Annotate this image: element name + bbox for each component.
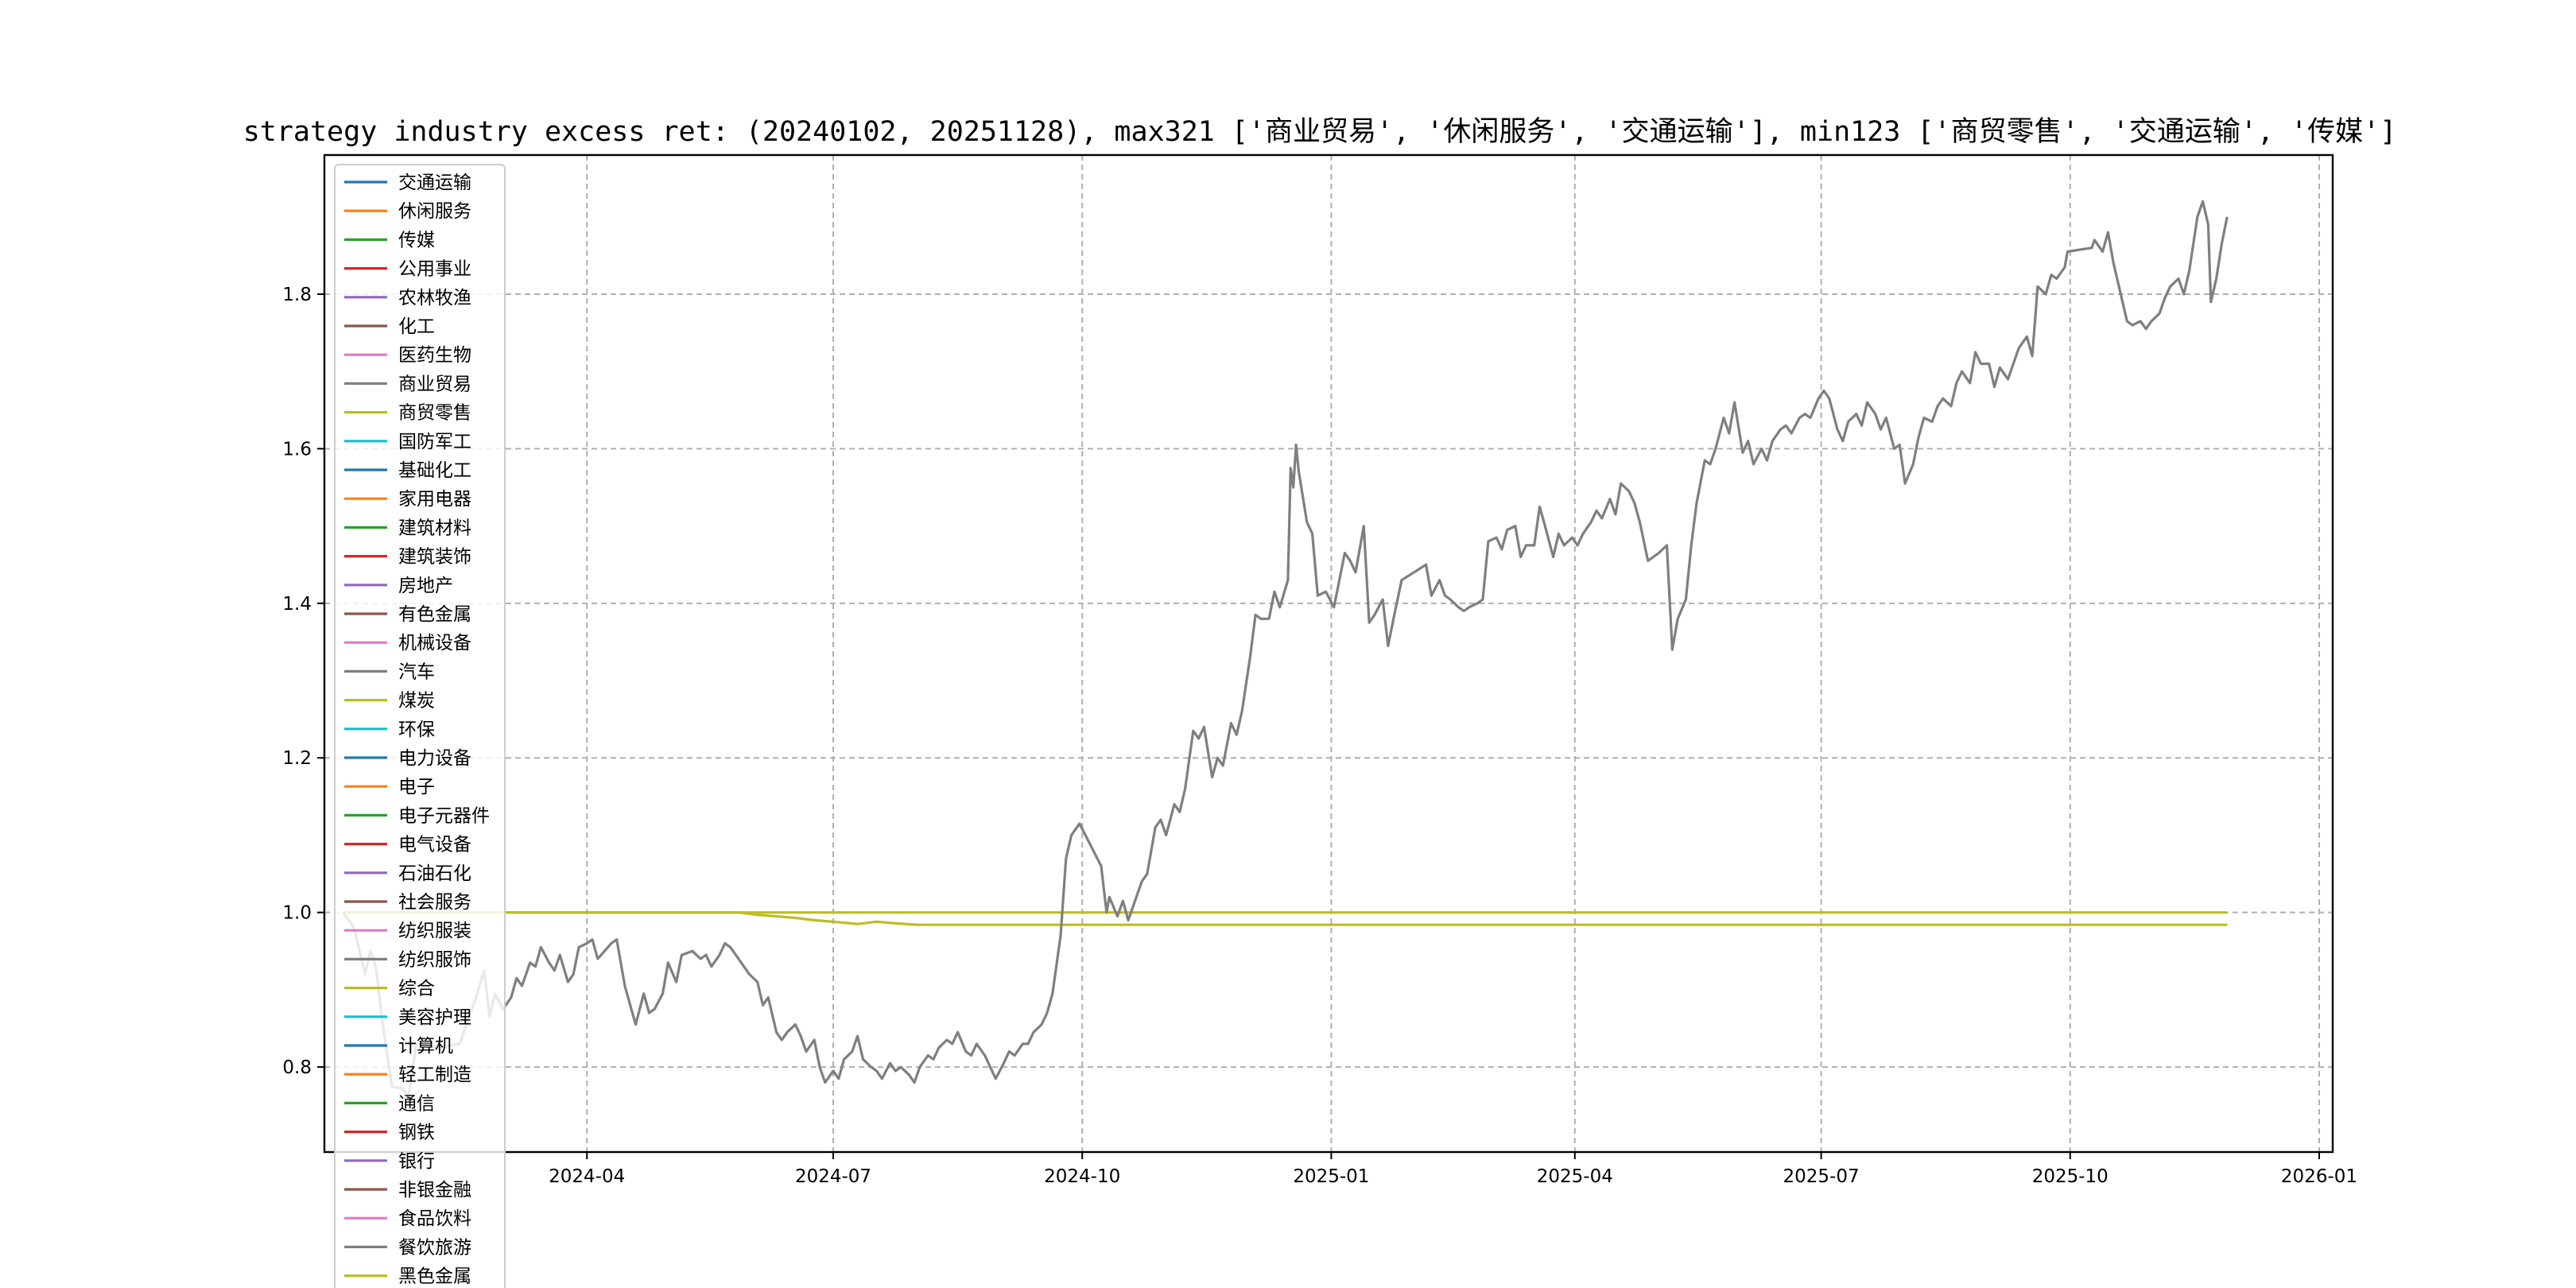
legend-label: 医药生物 (398, 345, 471, 366)
legend-label: 汽车 (398, 661, 435, 682)
x-tick-label: 2024-07 (795, 1166, 871, 1187)
legend-label: 石油石化 (398, 863, 471, 884)
x-tick-label: 2026-01 (2281, 1166, 2357, 1187)
legend-label: 综合 (398, 979, 435, 999)
y-tick-label: 1.8 (282, 285, 312, 305)
legend-label: 有色金属 (398, 604, 471, 625)
y-tick-label: 1.2 (282, 748, 312, 769)
legend-label: 电子 (398, 777, 435, 797)
legend-label: 非银金融 (398, 1180, 471, 1201)
y-tick-label: 1.6 (282, 439, 312, 460)
legend-label: 公用事业 (398, 259, 471, 280)
y-tick-label: 1.0 (282, 903, 312, 924)
x-tick-label: 2024-04 (549, 1166, 625, 1187)
legend-label: 轻工制造 (398, 1065, 471, 1085)
legend-label: 煤炭 (398, 691, 435, 712)
legend-label: 建筑材料 (398, 518, 471, 538)
legend-label: 电力设备 (398, 748, 471, 769)
legend-label: 餐饮旅游 (398, 1237, 471, 1258)
legend-label: 通信 (398, 1093, 435, 1114)
legend-label: 钢铁 (398, 1123, 435, 1143)
legend-label: 农林牧渔 (398, 288, 471, 308)
legend-label: 休闲服务 (398, 201, 471, 222)
legend-label: 食品饮料 (398, 1208, 471, 1229)
series-line (343, 911, 2228, 926)
legend-label: 银行 (398, 1151, 435, 1172)
legend-label: 纺织服装 (398, 921, 471, 941)
legend-label: 美容护理 (398, 1007, 471, 1028)
tick-labels: 2024-04 2024-07 2024-10 2025-01 2025-04 2025-… (282, 285, 2357, 1187)
legend-label: 传媒 (398, 230, 435, 250)
x-tick-label: 2025-04 (1537, 1166, 1613, 1187)
plot-frame (323, 153, 2334, 1154)
grid (324, 155, 2333, 1152)
legend-box (334, 164, 506, 1288)
y-tick-label: 1.4 (282, 594, 312, 615)
legend-label: 家用电器 (398, 489, 471, 510)
legend-label: 基础化工 (398, 460, 471, 481)
legend-label: 交通运输 (398, 173, 471, 193)
legend-label: 机械设备 (398, 633, 471, 654)
legend-label: 化工 (398, 316, 435, 337)
x-tick-label: 2025-01 (1293, 1166, 1369, 1187)
x-tick-label: 2025-07 (1783, 1166, 1860, 1187)
legend-label: 商贸零售 (398, 403, 471, 424)
x-tick-label: 2025-10 (2032, 1166, 2109, 1187)
axes (323, 153, 2334, 1154)
plot-lines (342, 200, 2229, 1100)
legend-label: 建筑装饰 (398, 547, 471, 568)
legend-label: 商业贸易 (398, 374, 471, 394)
legend-label: 社会服务 (398, 892, 471, 913)
chart-title: strategy industry excess ret: (20240102,… (243, 116, 2397, 148)
legend-label: 电气设备 (398, 835, 471, 855)
series-line (342, 200, 2229, 1100)
x-tick-label: 2024-10 (1044, 1166, 1120, 1187)
legend-label: 纺织服饰 (398, 949, 471, 970)
legend-label: 计算机 (398, 1036, 453, 1057)
y-tick-label: 0.8 (282, 1057, 312, 1078)
legend-label: 电子元器件 (398, 805, 490, 826)
legend-label: 房地产 (398, 576, 453, 596)
legend: 交通运输休闲服务传媒公用事业农林牧渔化工医药生物商业贸易商贸零售国防军工基础化工… (334, 164, 506, 1288)
legend-label: 黑色金属 (398, 1267, 471, 1287)
legend-label: 国防军工 (398, 432, 471, 452)
legend-label: 环保 (398, 720, 435, 740)
